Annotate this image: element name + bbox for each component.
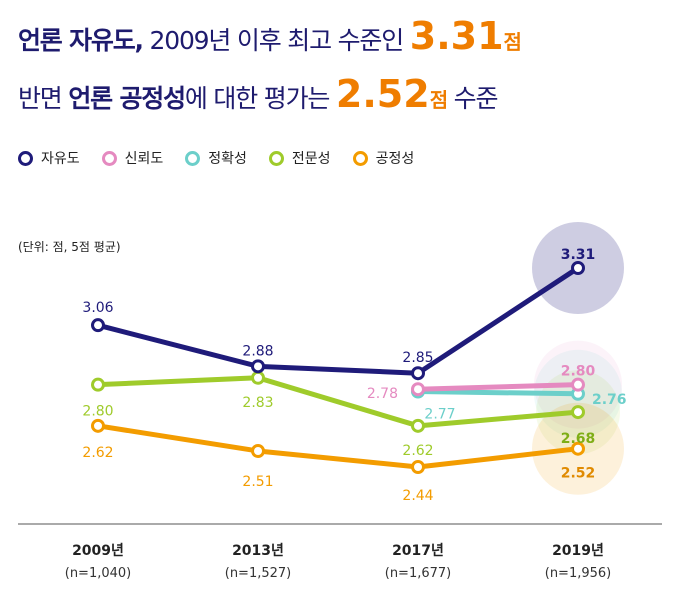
value-label-expertise-3: 2.68 xyxy=(561,431,596,447)
sample-size-2017: (n=1,677) xyxy=(384,566,452,581)
data-point-trust-3 xyxy=(571,377,585,392)
sample-size-2019: (n=1,956) xyxy=(544,566,612,581)
legend-marker-expertise xyxy=(268,150,284,166)
legend-item-expertise: 전문성 xyxy=(268,148,331,168)
legend-marker-freedom xyxy=(18,150,33,166)
value-label-freedom-3: 3.31 xyxy=(561,247,596,263)
data-point-fairness-1 xyxy=(251,443,265,458)
series-line-freedom xyxy=(95,265,581,376)
legend-label-expertise: 전문성 xyxy=(291,151,331,167)
value-label-trust-2: 2.78 xyxy=(367,386,398,402)
data-point-freedom-2 xyxy=(411,366,425,381)
value-label-accuracy-3: 2.76 xyxy=(592,392,627,408)
headline-text-2c: 수준 xyxy=(446,84,499,113)
headline-value-freedom: 3.31 xyxy=(409,14,504,58)
data-point-fairness-3 xyxy=(571,441,585,456)
data-point-expertise-2 xyxy=(411,418,425,433)
series-line-accuracy xyxy=(415,389,581,397)
value-label-trust-3: 2.80 xyxy=(561,364,596,380)
value-label-accuracy-2: 2.77 xyxy=(424,407,455,423)
value-label-freedom-1: 2.88 xyxy=(242,343,273,359)
data-point-expertise-3 xyxy=(571,405,585,420)
data-point-freedom-0 xyxy=(91,318,105,333)
legend-label-fairness: 공정성 xyxy=(375,151,415,167)
data-point-freedom-3 xyxy=(571,261,585,275)
value-label-expertise-0: 2.80 xyxy=(82,404,113,420)
headline-value-fairness: 2.52 xyxy=(335,72,430,116)
value-label-fairness-1: 2.51 xyxy=(242,474,273,490)
value-label-expertise-2: 2.62 xyxy=(402,443,433,459)
data-point-trust-2 xyxy=(411,382,425,397)
legend-label-trust: 신뢰도 xyxy=(124,151,164,167)
data-point-fairness-0 xyxy=(91,418,105,433)
legend-label-accuracy: 정확성 xyxy=(208,151,247,167)
data-point-fairness-2 xyxy=(411,460,425,474)
legend-item-freedom: 자유도 xyxy=(18,148,80,168)
value-label-fairness-2: 2.44 xyxy=(402,488,433,504)
x-label-2019: 2019년 xyxy=(552,543,604,559)
series-line-fairness xyxy=(95,423,581,470)
value-label-fairness-0: 2.62 xyxy=(82,445,113,461)
value-label-fairness-3: 2.52 xyxy=(561,466,596,482)
headline-bold-fairness: 언론 공정성 xyxy=(68,84,186,113)
headline-unit-2: 점 xyxy=(429,88,448,112)
headline-text-2a: 반면 xyxy=(18,84,69,113)
headline-bold-freedom: 언론 자유도, xyxy=(18,26,144,55)
legend-marker-fairness xyxy=(352,150,368,166)
data-point-expertise-1 xyxy=(251,370,265,385)
headline-line-2: 반면 언론 공정성에 대한 평가는 2.52점 수준 xyxy=(18,72,499,116)
legend-item-fairness: 공정성 xyxy=(352,148,415,168)
x-label-2013: 2013년 xyxy=(232,543,284,559)
legend-marker-trust xyxy=(101,150,117,166)
data-point-freedom-1 xyxy=(251,359,265,374)
headline-text-2b: 에 대한 평가는 xyxy=(184,84,336,113)
headline-text-1: 2009년 이후 최고 수준인 xyxy=(142,26,410,55)
value-label-freedom-0: 3.06 xyxy=(82,300,113,316)
series-line-expertise xyxy=(95,375,581,429)
value-label-freedom-2: 2.85 xyxy=(402,350,433,366)
chart-legend: 자유도 신뢰도 정확성 전문성 공정성 xyxy=(18,148,414,168)
unit-note: (단위: 점, 5점 평균) xyxy=(18,240,121,254)
value-label-expertise-1: 2.83 xyxy=(242,395,273,411)
headline-line-1: 언론 자유도, 2009년 이후 최고 수준인 3.31점 xyxy=(18,14,522,58)
legend-label-freedom: 자유도 xyxy=(41,151,80,167)
x-label-2017: 2017년 xyxy=(392,543,444,559)
legend-item-trust: 신뢰도 xyxy=(101,148,164,168)
series-line-trust xyxy=(415,382,581,392)
legend-marker-accuracy xyxy=(185,150,201,166)
sample-size-2013: (n=1,527) xyxy=(224,566,292,581)
legend-item-accuracy: 정확성 xyxy=(185,148,247,168)
sample-size-2009: (n=1,040) xyxy=(64,566,132,581)
data-point-expertise-0 xyxy=(91,377,105,392)
x-label-2009: 2009년 xyxy=(72,543,124,559)
headline-unit-1: 점 xyxy=(503,30,522,54)
